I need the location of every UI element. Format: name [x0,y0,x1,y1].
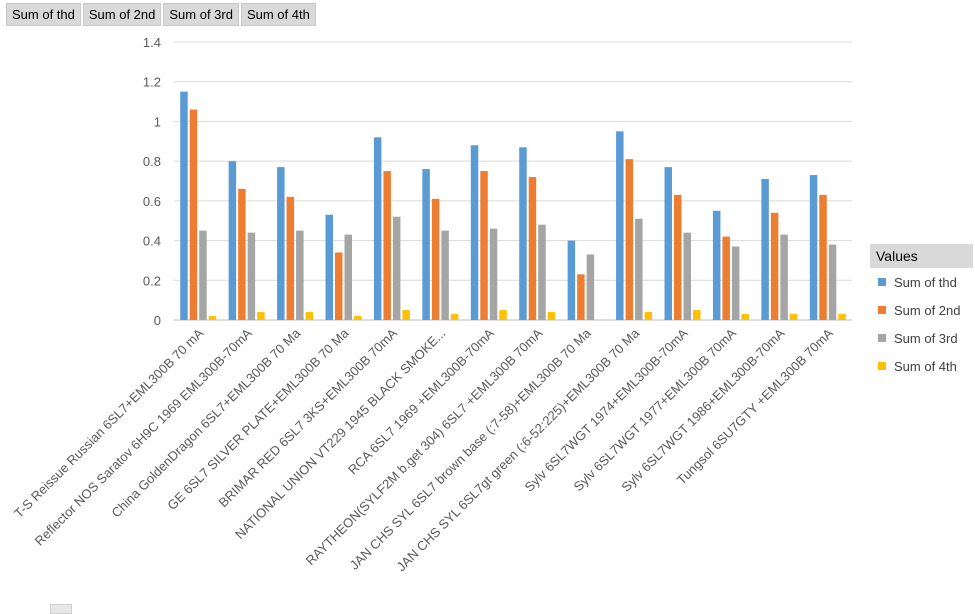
legend-title[interactable]: Values [870,244,973,268]
filter-button[interactable] [50,604,72,614]
bar-3 [586,254,595,320]
x-tick-label: Reflector NOS Saratov 6H9C 1969 EML300B-… [32,325,255,548]
legend-item-4th: Sum of 4th [870,352,973,380]
bar-2 [528,177,537,320]
x-tick-label: GE 6SL7 SILVER PLATE+EML300B 70 Ma [164,325,352,513]
legend-item-thd: Sum of thd [870,268,973,296]
bar-1 [712,210,721,320]
bar-1 [373,137,382,320]
bar-3 [780,234,788,320]
legend-swatch-4th [878,362,886,370]
bar-1 [809,175,818,320]
bar-2 [674,194,682,320]
bar-1 [567,240,576,320]
bar-2 [335,252,343,320]
bar-2 [722,236,730,320]
bar-4 [208,316,217,320]
legend-swatch-thd [878,278,886,286]
bar-3 [344,234,352,320]
bar-2 [625,159,634,320]
bar-2 [286,196,295,320]
bar-3 [199,230,207,320]
pivot-field-buttons: Sum of thd Sum of 2nd Sum of 3rd Sum of … [6,3,316,26]
legend-item-2nd: Sum of 2nd [870,296,973,324]
bar-3 [828,244,837,320]
bar-2 [238,188,246,320]
bar-2 [577,274,585,320]
bar-3 [489,228,498,320]
bar-1 [616,131,624,320]
field-button-4th[interactable]: Sum of 4th [240,3,316,26]
bar-4 [741,314,749,320]
bar-1 [228,161,237,320]
bar-3 [731,246,740,320]
field-button-3rd[interactable]: Sum of 3rd [163,3,239,26]
bar-4 [354,316,362,320]
legend-item-3rd: Sum of 3rd [870,324,973,352]
bar-4 [402,310,410,320]
legend-label: Sum of 2nd [894,302,961,318]
bar-1 [664,167,672,320]
bar-1 [519,147,527,320]
bar-4 [644,312,653,320]
y-tick-label: 0 [154,313,161,328]
bar-4 [693,310,701,320]
bar-4 [257,312,265,320]
bar-4 [499,310,507,320]
field-button-2nd[interactable]: Sum of 2nd [82,3,162,26]
bar-1 [277,167,285,320]
bar-4 [547,312,556,320]
bar-4 [450,314,459,320]
bar-2 [431,198,440,320]
bar-2 [770,212,779,320]
field-button-thd[interactable]: Sum of thd [6,3,81,26]
bar-2 [189,109,198,320]
bar-3 [635,218,643,320]
bar-4 [838,314,846,320]
legend-swatch-2nd [878,306,886,314]
bar-2 [480,171,488,320]
legend-label: Sum of thd [894,274,957,290]
y-tick-label: 0.6 [143,194,161,209]
bar-4 [305,312,314,320]
bar-2 [383,171,391,320]
bar-4 [789,314,798,320]
legend-swatch-3rd [878,334,886,342]
bar-3 [683,232,691,320]
bar-1 [470,145,479,320]
y-tick-label: 1.2 [143,75,161,90]
bar-3 [296,230,304,320]
legend: Values Sum of thd Sum of 2nd Sum of 3rd … [870,244,973,380]
y-tick-label: 1 [154,114,161,129]
legend-label: Sum of 3rd [894,330,958,346]
bar-3 [538,224,546,320]
y-tick-label: 0.2 [143,273,161,288]
bar-1 [325,214,333,320]
bar-3 [392,216,401,320]
x-tick-label: BRIMAR RED 6SL7 3KS+EML300B 70mA [215,325,400,510]
y-tick-label: 0.8 [143,154,161,169]
legend-label: Sum of 4th [894,358,957,374]
bar-1 [180,91,188,321]
bar-1 [761,179,769,320]
y-tick-label: 1.4 [143,35,161,50]
bar-3 [441,230,449,320]
bar-3 [247,232,256,320]
y-tick-label: 0.4 [143,234,161,249]
bar-2 [819,194,827,320]
bar-1 [422,169,430,320]
